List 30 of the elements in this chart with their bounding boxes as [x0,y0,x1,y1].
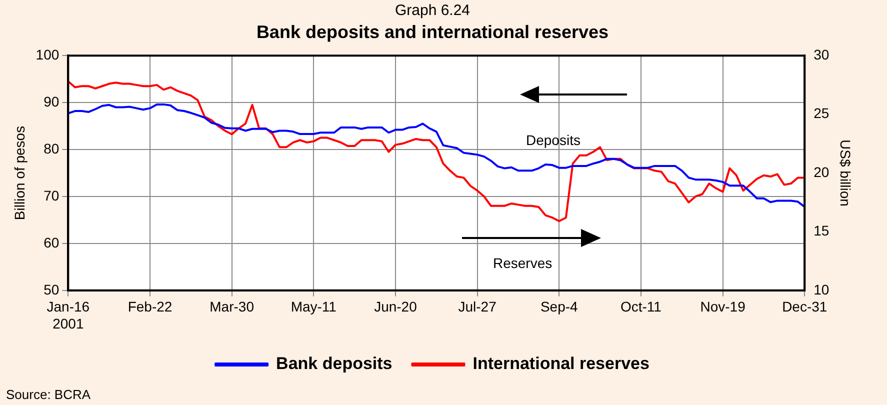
y2-tick-label: 10 [814,281,830,298]
y-axis-title: Billion of pesos [11,126,28,220]
x-tick-label: Oct-11 [620,298,662,315]
x-tick-label: Jun-20 [374,298,418,315]
y2-axis-title: US$ billion [838,140,854,206]
annotation: Reserves [493,255,552,271]
y-tick-label: 80 [44,140,60,156]
legend-label: Bank deposits [276,354,392,374]
annotation: Deposits [526,132,580,148]
y2-tick-label: 25 [814,105,830,122]
y-tick-label: 90 [44,93,60,110]
y-tick-label: 60 [44,234,60,250]
x-tick-label: May-11 [290,298,337,315]
chart-title: Graph 6.24 [394,2,470,20]
x-tick-label: Mar-30 [210,298,254,315]
y-tick-label: 70 [44,187,60,204]
source-note: Source: BCRA [6,387,91,402]
x-tick-label: Nov-19 [700,298,746,315]
x-tick-label: Feb-22 [128,298,172,315]
x-tick-label: Sep-4 [540,298,578,315]
y2-tick-label: 15 [814,222,830,239]
y-tick-label: 50 [44,281,60,298]
y-tick-label: 100 [36,46,60,62]
x-tick-label: Dec-31 [782,298,828,315]
legend-label: International reserves [472,354,650,374]
x-tick-label: Jan-16 2001 [46,298,90,332]
x-tick-label: Jul-27 [458,298,497,315]
chart-subtitle: Bank deposits and international reserves [256,22,609,42]
y2-tick-label: 30 [814,46,830,62]
y2-tick-label: 20 [814,164,830,180]
